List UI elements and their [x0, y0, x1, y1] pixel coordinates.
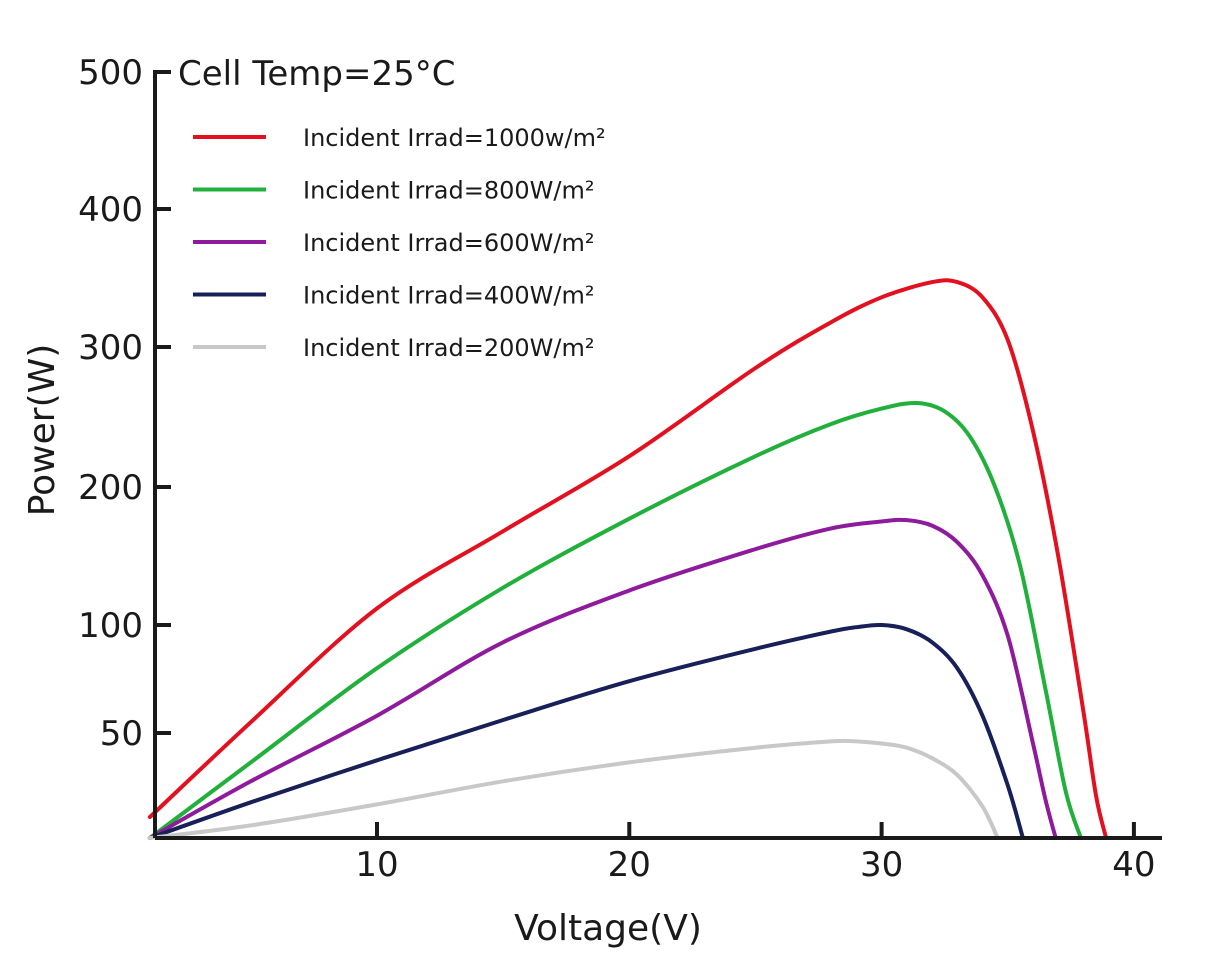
- y-tick-label: 400: [78, 190, 143, 230]
- series-line-4: [147, 622, 1025, 840]
- legend-label-2: Incident Irrad=800W/m²: [303, 177, 594, 205]
- legend-label-3: Incident Irrad=600W/m²: [303, 229, 594, 257]
- series-line-1: [147, 278, 1109, 840]
- series-line-5: [147, 738, 1000, 840]
- ticks: 10 20 30 40 50 100 200 300 400 500: [78, 53, 1155, 885]
- legend-label-5: Incident Irrad=200W/m²: [303, 334, 594, 362]
- x-tick-label: 40: [1112, 845, 1155, 885]
- series-line-3: [147, 517, 1058, 840]
- y-tick-label: 500: [78, 53, 143, 93]
- curves-layer: [147, 278, 1109, 840]
- cell-temp-annotation: Cell Temp=25°C: [178, 54, 455, 94]
- legend: Incident Irrad=1000w/m² Incident Irrad=80…: [193, 124, 606, 362]
- y-tick-label: 200: [78, 468, 143, 508]
- x-axis-title: Voltage(V): [514, 908, 702, 949]
- x-tick-label: 30: [860, 845, 903, 885]
- legend-label-4: Incident Irrad=400W/m²: [303, 282, 594, 310]
- axes: [153, 70, 1162, 840]
- y-axis-title: Power(W): [22, 344, 63, 517]
- y-tick-label: 300: [78, 328, 143, 368]
- series-line-2: [147, 400, 1083, 840]
- x-tick-label: 10: [355, 845, 398, 885]
- y-tick-label: 100: [78, 606, 143, 646]
- x-tick-label: 20: [608, 845, 651, 885]
- legend-label-1: Incident Irrad=1000w/m²: [303, 124, 606, 152]
- y-tick-label: 50: [100, 714, 143, 754]
